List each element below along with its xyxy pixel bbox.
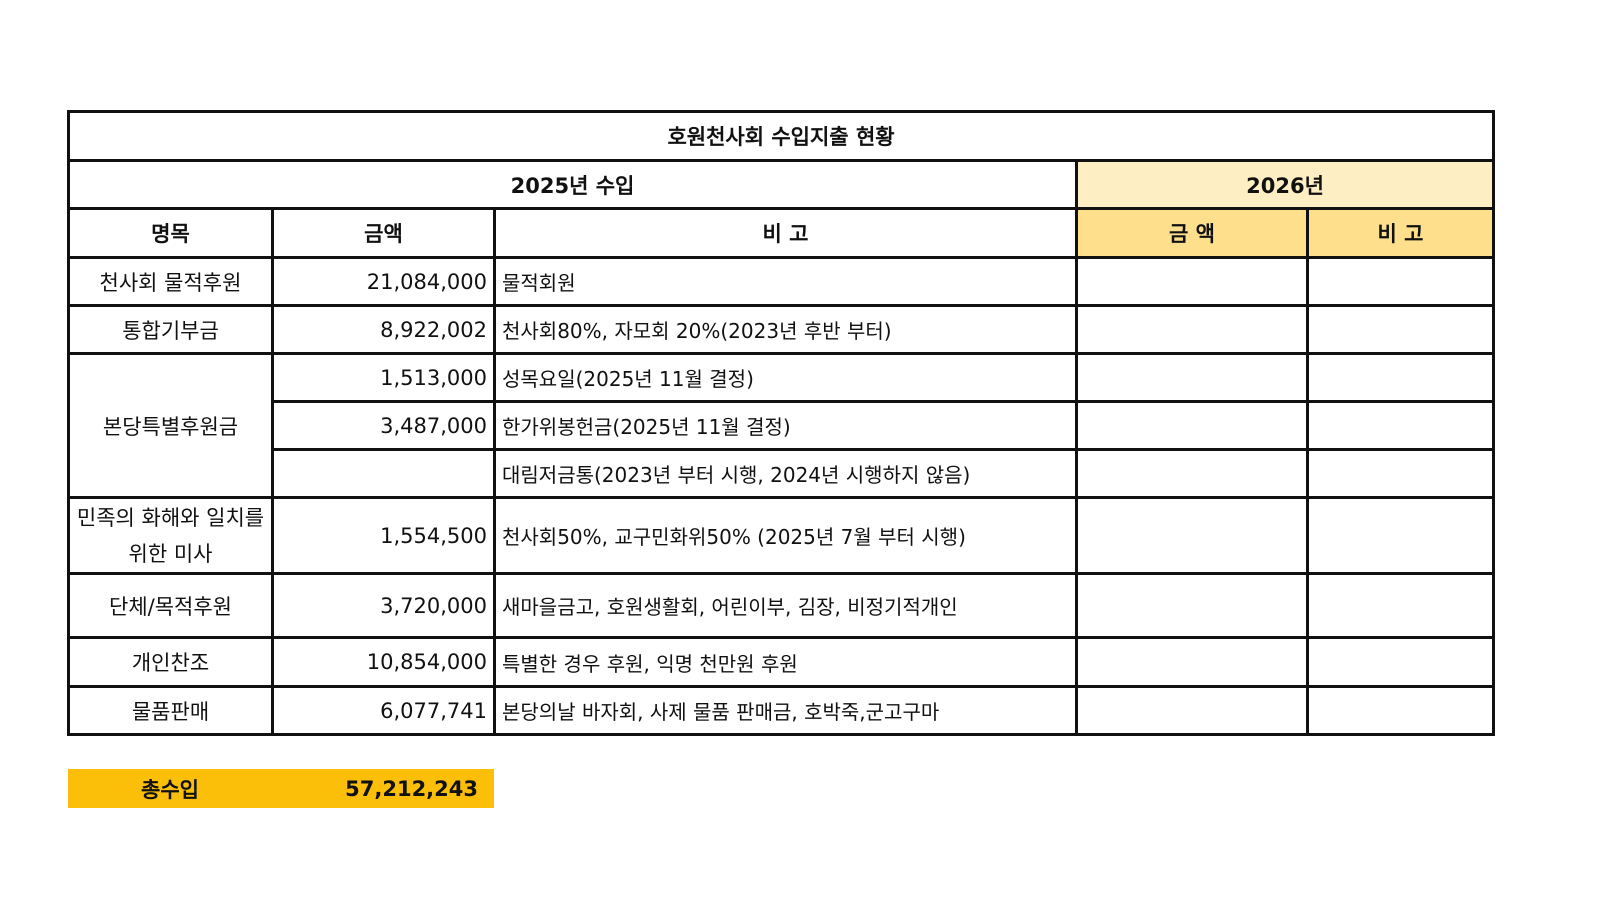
income-expense-table: 호원천사회 수입지출 현황 2025년 수입 2026년 명목 금액 비 고 금… — [66, 110, 1496, 736]
row-item: 단체/목적후원 — [67, 572, 274, 639]
row-note: 천사회50%, 교구민화위50% (2025년 7월 부터 시행) — [493, 496, 1078, 575]
total-label: 총수입 — [141, 777, 199, 802]
table-row: 본당특별후원금 1,513,000 성목요일(2025년 11월 결정) — [67, 352, 1496, 499]
row-amount — [271, 448, 496, 499]
table-row: 통합기부금 8,922,002 천사회80%, 자모회 20%(2023년 후반… — [67, 304, 1496, 355]
row-amount: 1,513,000 — [271, 352, 496, 403]
row-note: 한가위봉헌금(2025년 11월 결정) — [493, 400, 1078, 451]
table-title: 호원천사회 수입지출 현황 — [66, 110, 1496, 162]
row-item: 통합기부금 — [67, 304, 274, 355]
section-2026-header: 2026년 — [1074, 159, 1496, 210]
header-amount-2026: 금 액 — [1075, 207, 1309, 259]
table-row: 물품판매 6,077,741 본당의날 바자회, 사제 물품 판매금, 호박죽,… — [67, 685, 1496, 736]
row-item: 본당특별후원금 — [67, 352, 274, 499]
cell-amount-2026 — [1075, 304, 1309, 355]
cell-amount-2026 — [1075, 496, 1309, 575]
row-amount: 10,854,000 — [271, 636, 496, 688]
table-row: 3,487,000 한가위봉헌금(2025년 11월 결정) — [69, 400, 1496, 451]
section-2025-header: 2025년 수입 — [67, 159, 1078, 210]
cell-note-2026 — [1305, 400, 1496, 451]
row-amount: 3,487,000 — [271, 400, 496, 451]
table-row: 천사회 물적후원 21,084,000 물적회원 — [67, 256, 1496, 307]
header-note: 비 고 — [493, 207, 1078, 259]
row-note: 본당의날 바자회, 사제 물품 판매금, 호박죽,군고구마 — [493, 685, 1078, 736]
row-amount: 1,554,500 — [271, 496, 496, 575]
cell-note-2026 — [1305, 685, 1496, 736]
cell-note-2026 — [1305, 352, 1496, 403]
row-note: 특별한 경우 후원, 익명 천만원 후원 — [493, 636, 1078, 688]
cell-amount-2026 — [1075, 685, 1309, 736]
table-row: 단체/목적후원 3,720,000 새마을금고, 호원생활회, 어린이부, 김장… — [67, 572, 1496, 639]
row-amount: 21,084,000 — [271, 256, 496, 307]
cell-note-2026 — [1305, 304, 1496, 355]
cell-note-2026 — [1305, 572, 1496, 639]
table-row: 개인찬조 10,854,000 특별한 경우 후원, 익명 천만원 후원 — [67, 636, 1496, 688]
row-amount: 8,922,002 — [271, 304, 496, 355]
cell-amount-2026 — [1075, 572, 1309, 639]
row-item: 물품판매 — [67, 685, 274, 736]
row-item: 개인찬조 — [67, 636, 274, 688]
row-note: 물적회원 — [493, 256, 1078, 307]
header-note-2026: 비 고 — [1305, 207, 1496, 259]
row-note: 대림저금통(2023년 부터 시행, 2024년 시행하지 않음) — [493, 448, 1078, 499]
cell-amount-2026 — [1075, 400, 1309, 451]
cell-note-2026 — [1305, 496, 1496, 575]
table-row: 대림저금통(2023년 부터 시행, 2024년 시행하지 않음) — [69, 448, 1496, 499]
cell-amount-2026 — [1075, 352, 1309, 403]
cell-amount-2026 — [1075, 636, 1309, 688]
header-amount: 금액 — [271, 207, 496, 259]
row-item: 민족의 화해와 일치를 위한 미사 — [67, 496, 274, 575]
cell-amount-2026 — [1075, 256, 1309, 307]
total-value: 57,212,243 — [345, 776, 478, 801]
row-item: 천사회 물적후원 — [67, 256, 274, 307]
row-note: 새마을금고, 호원생활회, 어린이부, 김장, 비정기적개인 — [493, 572, 1078, 639]
row-note: 천사회80%, 자모회 20%(2023년 후반 부터) — [493, 304, 1078, 355]
table-row: 민족의 화해와 일치를 위한 미사 1,554,500 천사회50%, 교구민화… — [67, 496, 1496, 575]
row-amount: 3,720,000 — [271, 572, 496, 639]
cell-note-2026 — [1305, 636, 1496, 688]
row-note: 성목요일(2025년 11월 결정) — [493, 352, 1078, 403]
cell-amount-2026 — [1075, 448, 1309, 499]
total-income-bar: 총수입 57,212,243 — [68, 769, 494, 808]
cell-note-2026 — [1305, 448, 1496, 499]
header-item: 명목 — [67, 207, 274, 259]
cell-note-2026 — [1305, 256, 1496, 307]
row-amount: 6,077,741 — [271, 685, 496, 736]
